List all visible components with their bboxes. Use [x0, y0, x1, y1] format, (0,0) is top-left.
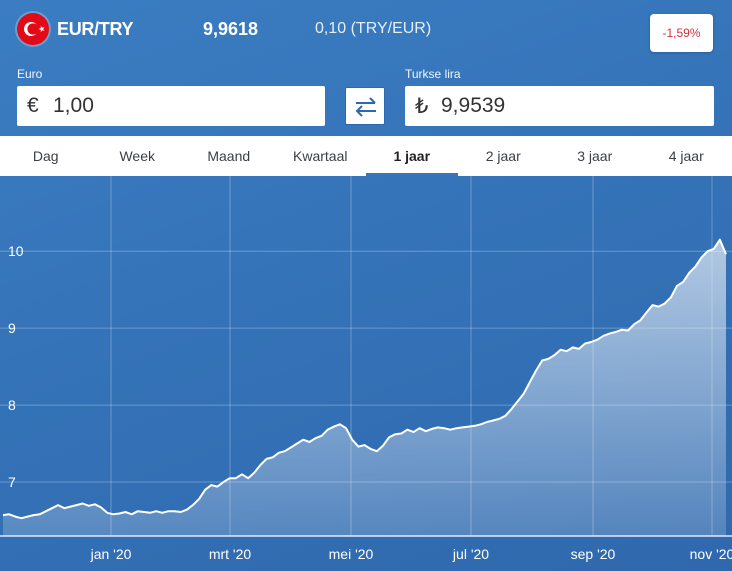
turkey-flag-icon	[17, 13, 49, 45]
tab-4-jaar[interactable]: 4 jaar	[668, 148, 704, 164]
y-tick-label: 10	[8, 243, 24, 259]
euro-symbol: €	[27, 94, 39, 117]
series-area	[3, 239, 726, 536]
swap-button[interactable]	[345, 87, 385, 125]
x-tick-label: sep '20	[571, 546, 616, 562]
header: EUR/TRY 9,9618 0,10 (TRY/EUR) -1,59%	[0, 0, 732, 62]
from-amount-value[interactable]: 1,00	[53, 94, 94, 117]
x-tick-label: nov '20	[690, 546, 732, 562]
exchange-rate-chart[interactable]: 7 8 9 10 jan '20 mrt '20 mei '20 jul '20 sep '20…	[0, 176, 732, 571]
to-amount-value[interactable]: 9,9539	[441, 94, 506, 117]
inverse-rate: 0,10 (TRY/EUR)	[315, 20, 432, 37]
to-currency-label: Turkse lira	[405, 67, 461, 81]
period-tabs: Dag Week Maand Kwartaal 1 jaar 2 jaar 3 …	[0, 136, 732, 176]
y-tick-label: 8	[8, 397, 16, 413]
series-line	[2, 238, 727, 520]
swap-arrows-icon	[355, 97, 376, 117]
exchange-rate: 9,9618	[203, 19, 259, 39]
tab-maand[interactable]: Maand	[207, 148, 251, 164]
tab-1-jaar[interactable]: 1 jaar	[366, 136, 458, 176]
x-tick-label: mei '20	[329, 546, 374, 562]
tab-3-jaar[interactable]: 3 jaar	[577, 148, 613, 164]
tab-dag[interactable]: Dag	[32, 148, 59, 164]
change-badge: -1,59%	[650, 14, 713, 52]
lira-symbol: ₺	[415, 94, 429, 118]
to-amount-field[interactable]: ₺ 9,9539	[405, 86, 714, 126]
tab-kwartaal[interactable]: Kwartaal	[293, 148, 348, 164]
currency-pair: EUR/TRY	[57, 19, 134, 39]
x-tick-label: jul '20	[452, 546, 489, 562]
y-tick-label: 7	[8, 474, 16, 490]
from-currency-label: Euro	[17, 67, 43, 81]
x-tick-label: jan '20	[90, 546, 132, 562]
tab-2-jaar[interactable]: 2 jaar	[485, 148, 521, 164]
tab-week[interactable]: Week	[119, 148, 156, 164]
from-amount-field[interactable]: € 1,00	[17, 86, 325, 126]
x-tick-label: mrt '20	[209, 546, 252, 562]
y-tick-label: 9	[8, 320, 16, 336]
